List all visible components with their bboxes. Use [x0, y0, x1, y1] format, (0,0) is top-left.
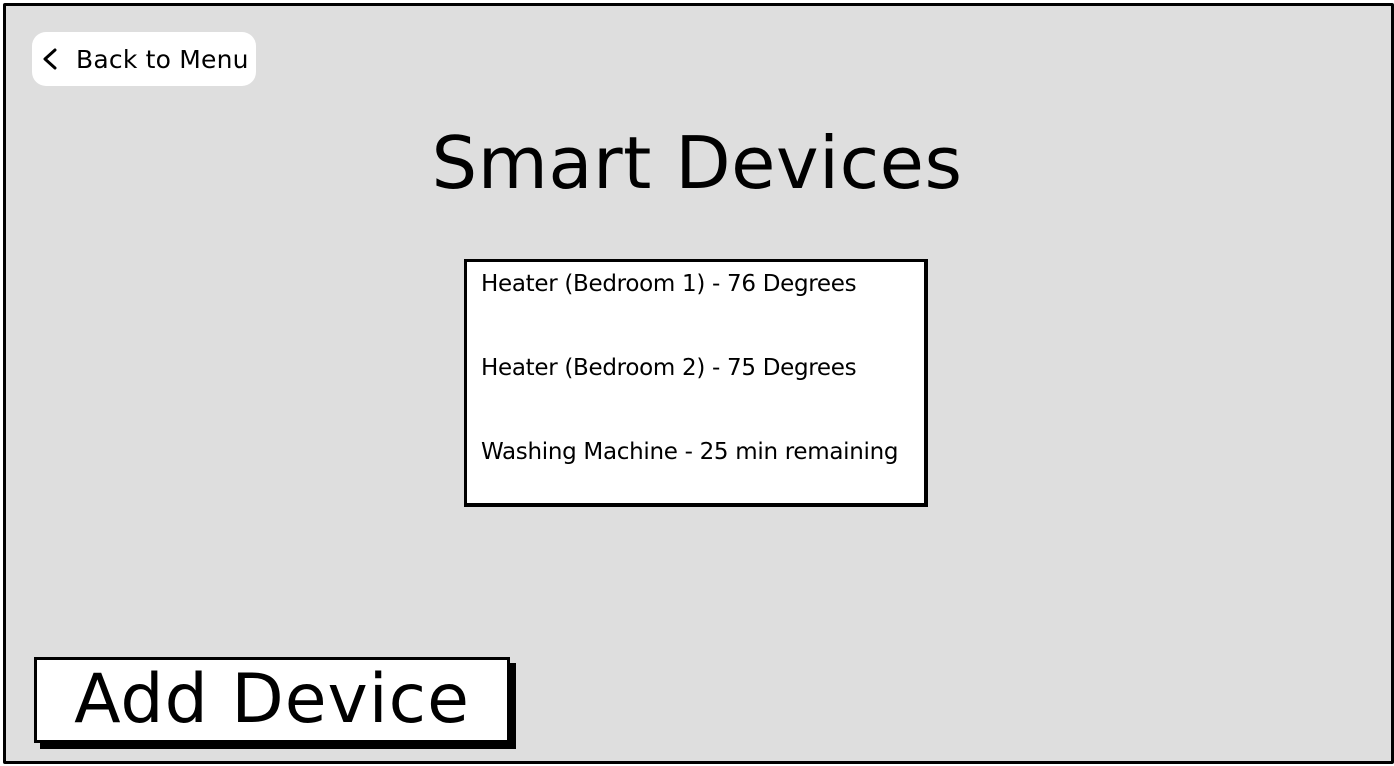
device-item-heater-bedroom-2[interactable]: Heater (Bedroom 2) - 75 Degrees	[481, 355, 857, 381]
back-to-menu-button[interactable]: Back to Menu	[32, 32, 256, 86]
add-device-label: Add Device	[74, 660, 470, 739]
add-device-button[interactable]: Add Device	[34, 657, 516, 749]
device-item-washing-machine[interactable]: Washing Machine - 25 min remaining	[481, 439, 899, 465]
page-title: Smart Devices	[431, 121, 963, 205]
back-to-menu-label: Back to Menu	[76, 44, 249, 74]
device-item-heater-bedroom-1[interactable]: Heater (Bedroom 1) - 76 Degrees	[481, 271, 857, 297]
device-list: Heater (Bedroom 1) - 76 Degrees Heater (…	[464, 259, 928, 507]
chevron-left-icon	[40, 47, 64, 71]
add-device-button-face[interactable]: Add Device	[34, 657, 510, 743]
